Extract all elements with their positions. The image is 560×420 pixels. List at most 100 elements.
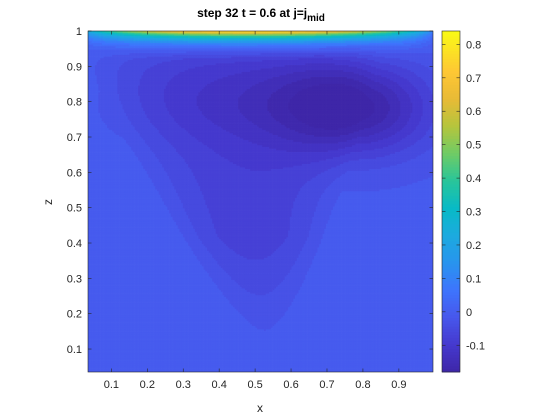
heatmap-cell bbox=[298, 32, 301, 35]
heatmap-cell bbox=[174, 48, 177, 51]
heatmap-cell bbox=[267, 42, 270, 45]
heatmap-cell bbox=[431, 44, 433, 47]
heatmap-cell bbox=[101, 44, 104, 47]
heatmap-cell bbox=[220, 31, 223, 34]
heatmap-cell bbox=[150, 36, 153, 39]
heatmap-cell bbox=[401, 42, 405, 45]
heatmap-cell bbox=[382, 48, 386, 51]
heatmap-cell bbox=[327, 46, 330, 49]
heatmap-cell bbox=[355, 48, 358, 51]
heatmap-cell bbox=[370, 44, 373, 47]
heatmap-cell bbox=[317, 31, 320, 34]
heatmap-cell bbox=[139, 37, 142, 40]
heatmap-cell bbox=[329, 34, 332, 37]
heatmap-cell bbox=[282, 49, 286, 52]
heatmap-cell bbox=[427, 48, 430, 51]
heatmap-cell bbox=[341, 36, 344, 39]
heatmap-cell bbox=[100, 39, 103, 42]
heatmap-cell bbox=[227, 51, 230, 54]
heatmap-cell bbox=[122, 31, 125, 34]
heatmap-cell bbox=[396, 34, 399, 37]
heatmap-cell bbox=[332, 32, 336, 35]
heatmap-cell bbox=[198, 36, 201, 39]
heatmap-cell bbox=[157, 34, 160, 37]
heatmap-cell bbox=[376, 41, 379, 44]
heatmap-cell bbox=[103, 51, 106, 54]
heatmap-cell bbox=[117, 46, 120, 49]
heatmap-cell bbox=[301, 46, 304, 49]
heatmap-cell bbox=[310, 36, 313, 39]
heatmap-cell bbox=[360, 48, 363, 51]
heatmap-cell bbox=[367, 36, 370, 39]
heatmap-cell bbox=[106, 46, 110, 49]
heatmap-cell bbox=[198, 48, 201, 51]
heatmap-cell bbox=[108, 39, 111, 42]
heatmap-cell bbox=[408, 41, 411, 44]
heatmap-cell bbox=[257, 39, 260, 42]
heatmap-cell bbox=[301, 37, 304, 40]
heatmap-cell bbox=[265, 49, 268, 52]
heatmap-cell bbox=[398, 49, 401, 52]
heatmap-cell bbox=[182, 39, 185, 42]
heatmap-cell bbox=[117, 32, 120, 35]
heatmap-cell bbox=[360, 37, 363, 40]
heatmap-cell bbox=[217, 44, 220, 47]
heatmap-cell bbox=[131, 36, 134, 39]
heatmap-cell bbox=[279, 31, 282, 34]
heatmap-cell bbox=[353, 48, 356, 51]
heatmap-cell bbox=[407, 31, 410, 34]
heatmap-cell bbox=[122, 37, 125, 40]
heatmap-cell bbox=[265, 34, 268, 37]
heatmap-cell bbox=[207, 32, 210, 35]
heatmap-cell bbox=[220, 37, 223, 40]
heatmap-cell bbox=[317, 34, 320, 37]
heatmap-cell bbox=[105, 37, 108, 40]
heatmap-cell bbox=[125, 39, 129, 42]
heatmap-cell bbox=[263, 48, 267, 51]
heatmap-cell bbox=[424, 44, 427, 47]
heatmap-cell bbox=[117, 31, 120, 34]
heatmap-cell bbox=[243, 44, 246, 47]
heatmap-cell bbox=[98, 48, 101, 51]
heatmap-cell bbox=[393, 32, 396, 35]
heatmap-cell bbox=[144, 44, 148, 47]
heatmap-cell bbox=[96, 37, 99, 40]
heatmap-cell bbox=[426, 44, 429, 47]
heatmap-cell bbox=[112, 39, 115, 42]
heatmap-cell bbox=[146, 31, 149, 34]
heatmap-cell bbox=[138, 41, 141, 44]
heatmap-cell bbox=[282, 36, 286, 39]
heatmap-cell bbox=[377, 42, 380, 45]
heatmap-cell bbox=[338, 36, 341, 39]
heatmap-cell bbox=[160, 32, 163, 35]
heatmap-cell bbox=[226, 36, 229, 39]
heatmap-cell bbox=[203, 41, 206, 44]
heatmap-cell bbox=[269, 41, 272, 44]
heatmap-cell bbox=[169, 34, 172, 37]
heatmap-cell bbox=[386, 49, 389, 52]
heatmap-cell bbox=[355, 37, 358, 40]
heatmap-cell bbox=[389, 31, 392, 34]
heatmap-cell bbox=[310, 44, 313, 47]
heatmap-cell bbox=[326, 41, 329, 44]
heatmap-cell bbox=[267, 36, 270, 39]
heatmap-cell bbox=[212, 39, 215, 42]
heatmap-cell bbox=[131, 48, 134, 51]
heatmap-cell bbox=[332, 48, 336, 51]
heatmap-cell bbox=[407, 42, 410, 45]
heatmap-cell bbox=[227, 42, 230, 45]
heatmap-cell bbox=[303, 34, 306, 37]
heatmap-cell bbox=[224, 36, 227, 39]
heatmap-cell bbox=[338, 46, 341, 49]
heatmap-cell bbox=[391, 36, 394, 39]
heatmap-cell bbox=[288, 42, 291, 45]
heatmap-cell bbox=[165, 39, 168, 42]
heatmap-cell bbox=[308, 39, 311, 42]
heatmap-cell bbox=[251, 41, 254, 44]
heatmap-cell bbox=[119, 36, 122, 39]
heatmap-cell bbox=[348, 32, 351, 35]
heatmap-cell bbox=[232, 48, 235, 51]
heatmap-cell bbox=[350, 31, 353, 34]
heatmap-cell bbox=[194, 51, 198, 54]
heatmap-cell bbox=[119, 48, 122, 51]
